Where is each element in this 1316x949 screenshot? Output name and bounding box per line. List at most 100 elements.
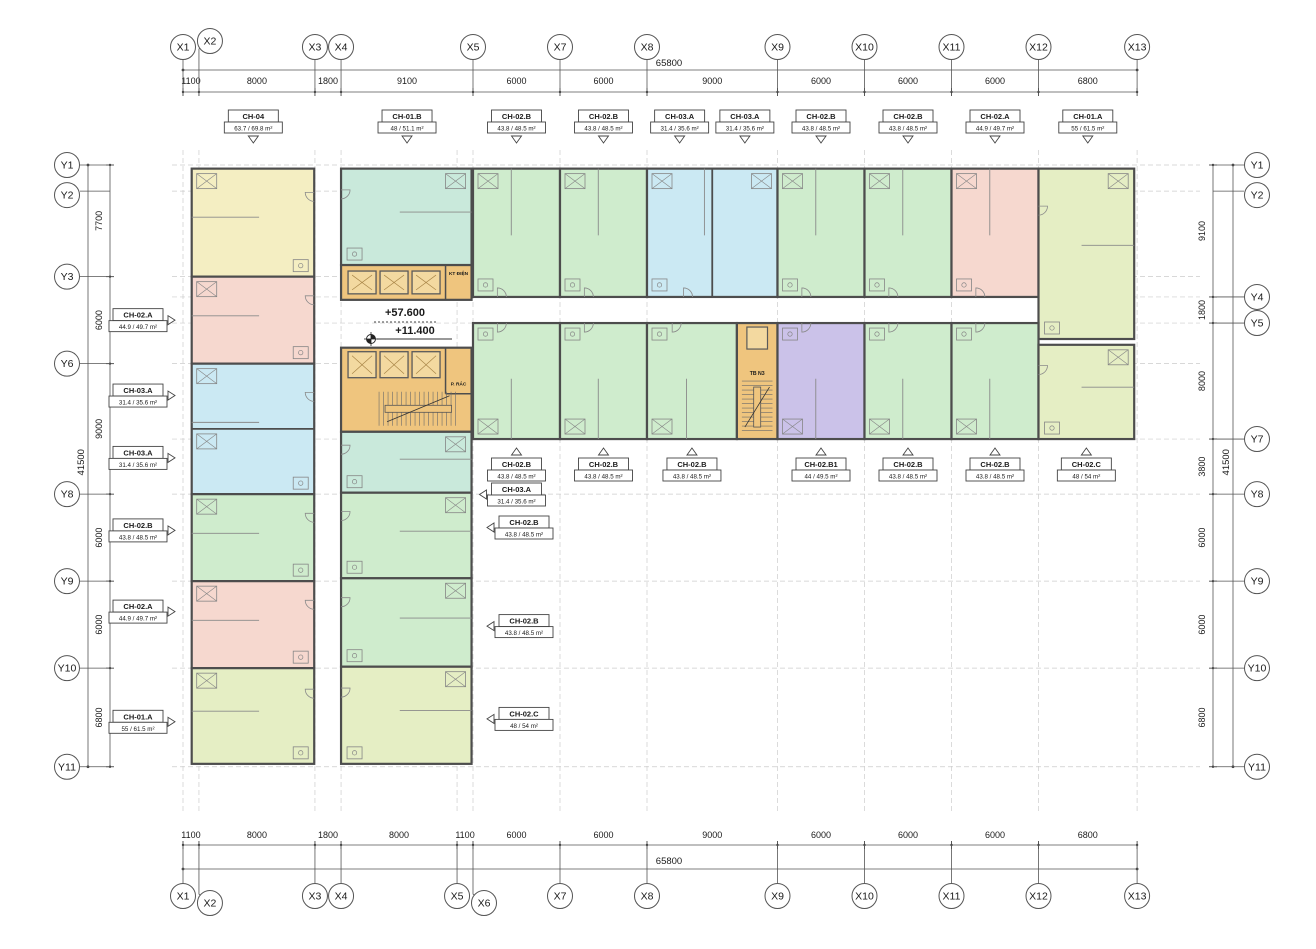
- svg-text:3800: 3800: [1197, 457, 1207, 477]
- axis-x-axis-bottom-X11: X11: [938, 883, 965, 909]
- pointer-down-icon: [739, 135, 751, 144]
- unit-ch01b: [339, 167, 473, 267]
- unit-upper-ch02b-3: [776, 167, 866, 299]
- pointer-down-icon: [247, 135, 260, 144]
- svg-text:X13: X13: [1128, 891, 1147, 903]
- unit-code: CH-01.B: [392, 112, 422, 121]
- svg-text:X2: X2: [204, 36, 217, 48]
- pointer-up-icon: [902, 447, 914, 456]
- pointer-right-icon: [167, 390, 176, 401]
- y-axis-left: 41500 7700 6000 9000 6000 6000 6800 Y1 Y2 Y3 Y6 Y8 Y…: [54, 152, 114, 780]
- svg-text:Y3: Y3: [61, 271, 74, 283]
- axis-x-axis-top-X1: X1: [170, 34, 196, 60]
- unit-upper-ch03a-double: [645, 167, 779, 299]
- unit-label-CH-02.B: CH-02.B 43.8 / 48.5 m²: [487, 447, 546, 482]
- svg-text:6000: 6000: [811, 76, 831, 86]
- unit-label-CH-02.C: CH-02.C 48 / 54 m²: [486, 706, 554, 731]
- pointer-down-icon: [815, 135, 827, 144]
- axis-y-axis-left-Y9: Y9: [54, 568, 80, 595]
- pointer-down-icon: [673, 135, 686, 144]
- unit-code: CH-02.C: [509, 709, 539, 718]
- unit-area: 43.8 / 48.5 m²: [889, 126, 927, 133]
- svg-text:Y9: Y9: [61, 576, 74, 588]
- unit-label-CH-02.B: CH-02.B 43.8 / 48.5 m²: [487, 109, 546, 144]
- pointer-left-icon: [486, 713, 495, 725]
- unit-code: CH-02.B: [509, 617, 539, 626]
- room-electrical-label: KT ĐIỆN: [449, 269, 469, 277]
- svg-text:Y2: Y2: [61, 190, 74, 202]
- axis-y-axis-right-Y5: Y5: [1244, 310, 1270, 337]
- svg-text:Y8: Y8: [61, 489, 74, 501]
- unit-ch02b-mid-1: [339, 491, 473, 580]
- axis-y-axis-left-Y3: Y3: [54, 263, 80, 290]
- svg-text:6800: 6800: [1197, 707, 1207, 727]
- y-axis-right-total: 41500: [1221, 449, 1232, 475]
- unit-core-lift-1: KT ĐIỆN: [339, 263, 473, 301]
- svg-text:X7: X7: [554, 42, 567, 54]
- axis-x-axis-top-X7: X7: [547, 34, 573, 60]
- unit-code: CH-02.C: [1072, 460, 1102, 469]
- svg-text:1800: 1800: [318, 830, 338, 840]
- axis-y-axis-right-Y2: Y2: [1244, 182, 1270, 209]
- svg-text:X9: X9: [771, 891, 784, 903]
- unit-label-CH-02.C: CH-02.C 48 / 54 m²: [1056, 447, 1116, 482]
- axis-x-axis-top-X5: X5: [460, 34, 486, 60]
- svg-text:6000: 6000: [898, 830, 918, 840]
- unit-area: 55 / 61.5 m²: [121, 726, 154, 733]
- unit-code: CH-04: [242, 112, 265, 121]
- axis-x-axis-bottom-X3: X3: [301, 883, 328, 909]
- axis-x-axis-bottom-X1: X1: [170, 883, 196, 909]
- pointer-down-icon: [1081, 135, 1094, 144]
- y-axis-left-total: 41500: [76, 449, 87, 475]
- unit-code: CH-03.A: [730, 112, 760, 121]
- unit-lower-ch02b-4: [863, 321, 953, 441]
- axis-x-axis-bottom-X6: X6: [471, 890, 497, 916]
- pointer-up-icon: [989, 447, 1001, 456]
- unit-label-CH-02.B: CH-02.B 43.8 / 48.5 m²: [878, 109, 938, 144]
- unit-code: CH-02.B: [980, 460, 1010, 469]
- unit-label-CH-03.A: CH-03.A 31.4 / 35.6 m²: [108, 383, 176, 408]
- unit-code: CH-02.B: [502, 460, 532, 469]
- svg-text:6000: 6000: [593, 830, 613, 840]
- unit-label-CH-03.A: CH-03.A 31.4 / 35.6 m²: [108, 445, 176, 470]
- axis-x-axis-bottom-X8: X8: [634, 883, 660, 909]
- svg-text:6000: 6000: [985, 830, 1005, 840]
- unit-label-CH-03.A: CH-03.A 31.4 / 35.6 m²: [715, 109, 775, 144]
- unit-area: 43.8 / 48.5 m²: [119, 534, 157, 541]
- unit-upper-ch02b-4: [863, 167, 953, 299]
- level-marker-icon: [364, 332, 378, 346]
- unit-label-CH-02.A: CH-02.A 44.9 / 49.7 m²: [108, 599, 176, 624]
- axis-x-axis-bottom-X2: X2: [196, 890, 223, 916]
- axis-x-axis-bottom-X7: X7: [547, 883, 573, 909]
- svg-text:9100: 9100: [1197, 221, 1207, 241]
- pointer-up-icon: [815, 447, 827, 456]
- unit-ch03a-mid: [339, 430, 473, 494]
- unit-lower-ch02c: [1037, 343, 1136, 441]
- unit-area: 43.8 / 48.5 m²: [584, 126, 622, 133]
- unit-area: 55 / 61.5 m²: [1071, 126, 1104, 133]
- pointer-right-icon: [167, 452, 176, 464]
- unit-area: 48 / 51.1 m²: [391, 126, 424, 133]
- unit-core-stair-tbn3: TB N3: [735, 321, 779, 441]
- axis-x-axis-top-X4: X4: [328, 34, 355, 60]
- unit-code: CH-02.A: [980, 112, 1010, 121]
- unit-code: CH-02.B: [589, 112, 619, 121]
- svg-text:6000: 6000: [593, 76, 613, 86]
- unit-code: CH-02.B: [806, 112, 836, 121]
- svg-text:1800: 1800: [318, 76, 338, 86]
- unit-code: CH-02.B: [589, 460, 619, 469]
- pointer-left-icon: [478, 489, 487, 500]
- unit-label-CH-02.B: CH-02.B 43.8 / 48.5 m²: [965, 447, 1025, 482]
- unit-area: 43.8 / 48.5 m²: [505, 630, 543, 637]
- axis-y-axis-left-Y10: Y10: [54, 655, 80, 682]
- pointer-down-icon: [902, 135, 914, 144]
- svg-text:X4: X4: [335, 42, 348, 54]
- unit-code: CH-03.A: [123, 448, 153, 457]
- svg-text:6000: 6000: [94, 310, 104, 330]
- svg-text:1100: 1100: [181, 830, 200, 840]
- axis-x-axis-top-X9: X9: [764, 34, 791, 60]
- svg-text:8000: 8000: [247, 76, 267, 86]
- unit-area: 44.9 / 49.7 m²: [119, 616, 157, 623]
